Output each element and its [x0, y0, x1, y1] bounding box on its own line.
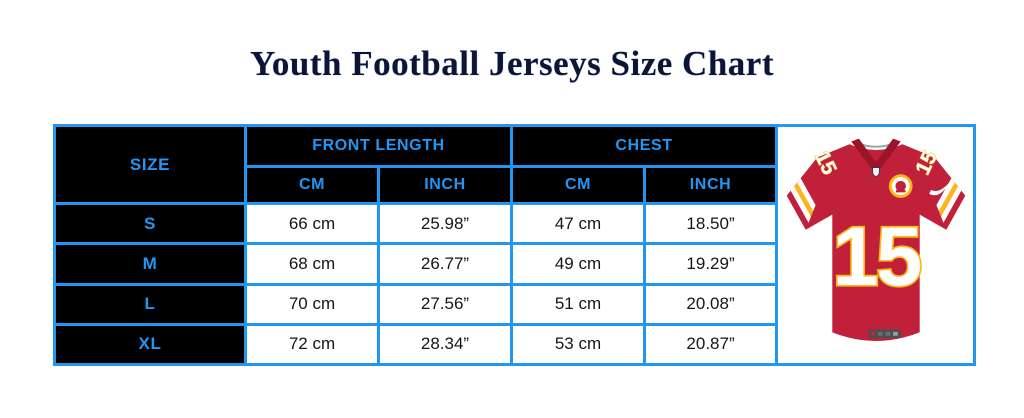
jock-tag [867, 329, 901, 339]
v-neck-collar [850, 138, 901, 175]
page-title: Youth Football Jerseys Size Chart [250, 44, 774, 83]
size-cell: L [53, 282, 247, 326]
front-inch-cell: 27.56” [377, 282, 513, 326]
size-cell: M [53, 242, 247, 286]
front-inch-cell: 25.98” [377, 202, 513, 246]
right-sleeve-stripes [935, 170, 962, 223]
front-inch-cell: 26.77” [377, 242, 513, 286]
jersey-image-cell: 15 15 15 [775, 124, 977, 366]
front-cm-cell: 68 cm [244, 242, 380, 286]
jersey-image: 15 15 15 [778, 127, 973, 363]
jersey-body [786, 144, 965, 341]
front-cm-cell: 66 cm [244, 202, 380, 246]
nfl-shield-icon [871, 167, 880, 178]
chest-cm-cell: 53 cm [510, 322, 646, 367]
table-row-m: M 68 cm 26.77” 49 cm 19.29” [53, 242, 975, 286]
chest-cm-cell: 51 cm [510, 282, 646, 326]
size-chart: SIZE FRONT LENGTH CHEST [53, 123, 977, 367]
chest-cm-cell: 49 cm [510, 242, 646, 286]
header-front-inch: INCH [377, 165, 513, 206]
chest-inch-cell: 20.87” [642, 322, 779, 367]
size-chart-table: SIZE FRONT LENGTH CHEST [53, 123, 977, 367]
chest-inch-cell: 18.50” [642, 202, 779, 246]
chest-inch-cell: 19.29” [642, 242, 779, 286]
header-front-cm: CM [244, 165, 380, 206]
table-row-s: S 66 cm 25.98” 47 cm 18.50” [53, 202, 975, 246]
front-inch-cell: 28.34” [377, 322, 513, 367]
header-size: SIZE [53, 123, 247, 206]
header-chest-inch: INCH [642, 165, 779, 206]
front-cm-cell: 72 cm [244, 322, 380, 367]
size-cell: XL [53, 322, 247, 367]
header-chest-cm: CM [510, 165, 646, 206]
header-front-length: FRONT LENGTH [244, 123, 513, 169]
swoosh-icon [928, 179, 952, 196]
size-cell: S [53, 202, 247, 246]
front-cm-cell: 70 cm [244, 282, 380, 326]
header-chest: CHEST [509, 123, 779, 169]
chest-cm-cell: 47 cm [510, 202, 646, 246]
table-row-l: L 70 cm 27.56” 51 cm 20.08” [53, 282, 975, 326]
chest-inch-cell: 20.08” [642, 282, 779, 326]
table-row-xl: XL 72 cm 28.34” 53 cm 20.87” [53, 322, 975, 367]
chest-number: 15 [832, 209, 921, 303]
left-sleeve-stripes [789, 170, 816, 223]
team-patch [888, 174, 913, 198]
